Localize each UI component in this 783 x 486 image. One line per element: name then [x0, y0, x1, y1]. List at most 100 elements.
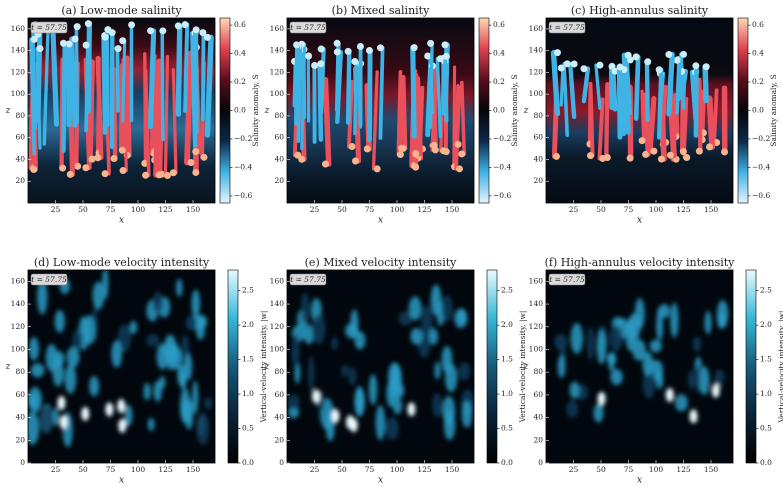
- velocity-blob: [176, 278, 183, 298]
- x-tick-label: 100: [390, 205, 405, 214]
- salt-finger: [400, 74, 408, 151]
- colorbar: [745, 269, 757, 464]
- panel-title: (a) Low-mode salinity: [61, 4, 182, 17]
- y-tick-label: 100: [270, 89, 285, 98]
- fresh-finger-tip: [632, 53, 640, 61]
- colorbar-tick-label: 2.0: [242, 320, 254, 329]
- fresh-finger-tip: [128, 21, 136, 29]
- colorbar-tick-label: 2.5: [501, 286, 513, 295]
- fresh-finger: [559, 66, 565, 107]
- velocity-blob: [392, 397, 403, 415]
- salt-finger-tip: [119, 167, 127, 175]
- colorbar-tick-label: 0.0: [760, 458, 772, 467]
- x-tick-label: 150: [186, 465, 201, 474]
- x-tick-label: 50: [337, 205, 347, 214]
- salt-finger: [413, 72, 423, 157]
- fresh-finger-tip: [424, 52, 432, 60]
- velocity-blob: [670, 302, 679, 338]
- salt-finger-tip: [412, 163, 420, 171]
- fresh-finger-tip: [174, 22, 182, 30]
- x-tick-label: 100: [649, 205, 664, 214]
- y-tick-label: 160: [270, 24, 285, 33]
- colorbar-tick-label: 1.5: [242, 355, 254, 364]
- colorbar-tick-label: 0.5: [242, 424, 254, 433]
- fresh-finger: [656, 67, 664, 140]
- y-tick-label: 120: [11, 322, 26, 331]
- salt-finger-tip: [638, 137, 646, 145]
- y-tick-label: 160: [11, 276, 26, 285]
- velocity-blob: [642, 369, 656, 399]
- velocity-blob: [554, 333, 567, 351]
- velocity-blob: [143, 382, 151, 401]
- colorbar-tick-label: 2.5: [760, 286, 772, 295]
- colorbar: [737, 17, 749, 204]
- colorbar-tick-label: 2.0: [760, 320, 772, 329]
- velocity-peak: [117, 399, 126, 414]
- velocity-peak: [597, 391, 606, 406]
- fresh-finger-tip: [580, 65, 588, 73]
- salt-finger-tip: [373, 165, 381, 173]
- salt-finger-tip: [118, 146, 126, 154]
- velocity-blob: [28, 336, 39, 361]
- salt-finger: [143, 68, 151, 178]
- fresh-finger-tip: [344, 47, 352, 55]
- salt-finger: [454, 84, 460, 147]
- velocity-peak: [312, 389, 321, 404]
- velocity-blob: [649, 339, 662, 353]
- fresh-finger: [317, 61, 324, 142]
- velocity-blobs: [554, 298, 729, 424]
- y-tick-label: 120: [270, 322, 285, 331]
- fresh-finger-tip: [616, 63, 624, 71]
- fresh-finger: [300, 42, 307, 151]
- velocity-blob: [291, 333, 300, 369]
- colorbar-tick-label: 0.0: [501, 458, 513, 467]
- panel-title: (f) High-annulus velocity intensity: [545, 256, 736, 269]
- fresh-finger: [702, 64, 709, 104]
- velocity-peak: [57, 396, 66, 411]
- fresh-finger-tip: [84, 20, 92, 28]
- x-tick-label: 50: [596, 205, 606, 214]
- salt-finger: [588, 81, 595, 158]
- y-tick-label: 40: [274, 154, 284, 163]
- velocity-peak: [331, 409, 340, 424]
- velocity-blob: [341, 364, 349, 377]
- y-tick-label: 60: [533, 133, 543, 142]
- y-tick-label: 140: [529, 46, 544, 55]
- y-tick-label: 80: [533, 367, 543, 376]
- velocity-blob: [596, 330, 607, 365]
- x-tick-label: 100: [131, 465, 146, 474]
- velocity-blob: [45, 344, 58, 372]
- velocity-blob: [609, 325, 623, 352]
- y-tick-label: 40: [533, 154, 543, 163]
- x-axis-label: x: [378, 216, 383, 226]
- colorbar-tick-label: −0.2: [493, 134, 511, 143]
- x-axis-label: x: [119, 476, 124, 486]
- y-axis-label: z: [264, 362, 270, 372]
- velocity-blob: [64, 364, 77, 394]
- velocity-blob: [152, 291, 163, 314]
- annotation-box: [289, 21, 327, 34]
- fresh-finger-tip: [30, 35, 38, 43]
- velocity-blob: [699, 366, 710, 396]
- colorbar-tick-label: 2.5: [242, 286, 254, 295]
- fresh-finger-tip: [702, 63, 710, 71]
- y-axis-label: z: [5, 106, 11, 116]
- colorbar-tick-label: 0.4: [234, 49, 246, 58]
- fresh-finger-tip: [563, 60, 571, 68]
- colorbar: [219, 17, 231, 204]
- time-annotation: t = 57.75: [31, 275, 67, 284]
- velocity-blob: [331, 336, 339, 350]
- velocity-blob: [89, 375, 100, 397]
- velocity-blob: [196, 412, 210, 445]
- velocity-blob: [348, 366, 357, 386]
- velocity-blob: [300, 292, 310, 324]
- colorbar-tick-label: 0.5: [760, 424, 772, 433]
- panel-title: (c) High-annulus salinity: [571, 4, 709, 17]
- salt-finger-tip: [74, 162, 82, 170]
- velocity-blob: [72, 329, 83, 352]
- plot-frame: [545, 269, 734, 464]
- y-axis-label: z: [523, 106, 529, 116]
- fresh-finger-tip: [60, 39, 68, 47]
- fresh-finger: [200, 30, 206, 122]
- velocity-blob: [312, 314, 326, 345]
